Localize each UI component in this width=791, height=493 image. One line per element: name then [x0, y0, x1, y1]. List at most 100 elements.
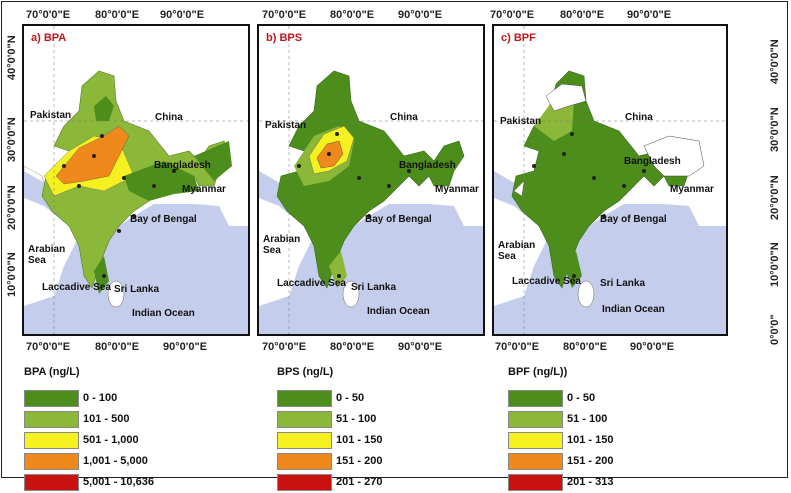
label-bay-of-bengal: Bay of Bengal: [365, 214, 432, 225]
lon-label-bottom: 80°0'0"E: [330, 341, 375, 353]
lon-label-bottom: 70°0'0"E: [495, 341, 540, 353]
legend-title: BPA (ng/L): [24, 366, 80, 378]
label-bangladesh: Bangladesh: [624, 156, 681, 167]
legend-item: 201 - 270: [277, 472, 382, 492]
legend-label: 0 - 50: [336, 392, 365, 404]
map-bpf: [494, 26, 726, 334]
legend-swatch: [24, 473, 79, 491]
lat-label-right: 40°0'0"N: [769, 39, 781, 84]
legend-title: BPS (ng/L): [277, 366, 334, 378]
lon-label-top: 70°0'0"E: [262, 9, 307, 21]
legend-label: 101 - 150: [567, 434, 614, 446]
legend-label: 201 - 270: [336, 476, 383, 488]
label-bangladesh: Bangladesh: [154, 160, 211, 171]
lon-label-top: 80°0'0"E: [95, 9, 140, 21]
lat-label-right: 30°0'0"N: [769, 107, 781, 152]
legend-label: 501 - 1,000: [83, 434, 139, 446]
map-panel-bpf: c) BPF Pakistan China Bangladesh Myanmar…: [492, 24, 728, 336]
map-panel-bps: b) BPS Pakistan China Bangladesh Myanmar…: [257, 24, 485, 336]
label-laccadive-sea: Laccadive Sea: [512, 276, 581, 287]
lon-label-bottom: 70°0'0"E: [26, 341, 71, 353]
legend-item: 501 - 1,000: [24, 430, 154, 450]
legend-item: 1,001 - 5,000: [24, 451, 154, 471]
lon-label-top: 90°0'0"E: [160, 9, 205, 21]
legend-item: 101 - 500: [24, 409, 154, 429]
legend-swatch: [277, 452, 332, 470]
lat-label-right: 20°0'0"N: [769, 175, 781, 220]
legend-bpf: BPF (ng/L)) 0 - 50 51 - 100 101 - 150 15…: [508, 366, 613, 493]
legend-item: 151 - 200: [508, 451, 613, 471]
lon-label-top: 90°0'0"E: [627, 9, 672, 21]
lon-label-top: 70°0'0"E: [490, 9, 535, 21]
label-sri-lanka: Sri Lanka: [600, 278, 646, 289]
legend-item: 5,001 - 10,636: [24, 472, 154, 492]
legend-swatch: [24, 410, 79, 428]
lon-label-bottom: 90°0'0"E: [163, 341, 208, 353]
label-arabian-sea: Arabian Sea: [263, 234, 301, 256]
legend-swatch: [508, 452, 563, 470]
lon-label-top: 80°0'0"E: [330, 9, 375, 21]
lon-label-bottom: 80°0'0"E: [95, 341, 140, 353]
label-sri-lanka: Sri Lanka: [351, 282, 397, 293]
map-bpa: [24, 26, 248, 334]
legend-swatch: [24, 452, 79, 470]
label-pakistan: Pakistan: [500, 116, 542, 127]
label-laccadive-sea: Laccadive Sea: [42, 282, 111, 293]
legend-swatch: [24, 431, 79, 449]
legend-swatch: [508, 410, 563, 428]
legend-label: 1,001 - 5,000: [83, 455, 148, 467]
legend-item: 0 - 50: [508, 388, 613, 408]
legend-label: 0 - 50: [567, 392, 596, 404]
legend-swatch: [508, 389, 563, 407]
legend-swatch: [277, 431, 332, 449]
label-bay-of-bengal: Bay of Bengal: [130, 214, 197, 225]
legend-bpa: BPA (ng/L) 0 - 100 101 - 500 501 - 1,000…: [24, 366, 154, 493]
legend-item: 0 - 50: [277, 388, 382, 408]
lat-label-left: 30°0'0"N: [6, 117, 18, 162]
legend-swatch: [277, 473, 332, 491]
lat-label-right: 10°0'0"N: [769, 242, 781, 287]
label-arabian-sea: Arabian Sea: [28, 244, 66, 266]
legend-label: 101 - 150: [336, 434, 383, 446]
legend-item: 101 - 150: [508, 430, 613, 450]
lat-label-left: 20°0'0"N: [6, 185, 18, 230]
legend-item: 51 - 100: [508, 409, 613, 429]
legend-item: 0 - 100: [24, 388, 154, 408]
lon-label-bottom: 70°0'0"E: [262, 341, 307, 353]
legend-title: BPF (ng/L)): [508, 366, 568, 378]
label-indian-ocean: Indian Ocean: [132, 308, 195, 319]
legend-swatch: [508, 431, 563, 449]
label-indian-ocean: Indian Ocean: [367, 306, 430, 317]
label-sri-lanka: Sri Lanka: [114, 284, 160, 295]
legend-label: 151 - 200: [567, 455, 614, 467]
lon-label-bottom: 90°0'0"E: [398, 341, 443, 353]
legend-item: 151 - 200: [277, 451, 382, 471]
label-china: China: [625, 112, 653, 123]
legend-bps: BPS (ng/L) 0 - 50 51 - 100 101 - 150 151…: [277, 366, 382, 493]
label-myanmar: Myanmar: [670, 184, 714, 195]
lat-label-right: 0°0'0": [769, 314, 781, 345]
panel-title: a) BPA: [29, 32, 69, 44]
legend-label: 51 - 100: [567, 413, 608, 425]
label-pakistan: Pakistan: [30, 110, 72, 121]
label-bangladesh: Bangladesh: [399, 160, 456, 171]
legend-label: 151 - 200: [336, 455, 383, 467]
lat-label-left: 10°0'0"N: [6, 252, 18, 297]
lon-label-bottom: 80°0'0"E: [563, 341, 608, 353]
label-laccadive-sea: Laccadive Sea: [277, 278, 346, 289]
panel-title: b) BPS: [264, 32, 305, 44]
label-myanmar: Myanmar: [435, 184, 479, 195]
legend-label: 0 - 100: [83, 392, 118, 404]
legend-label: 51 - 100: [336, 413, 377, 425]
legend-item: 201 - 313: [508, 472, 613, 492]
legend-swatch: [277, 389, 332, 407]
legend-item: 51 - 100: [277, 409, 382, 429]
map-bps: [259, 26, 483, 334]
label-china: China: [155, 112, 183, 123]
label-china: China: [390, 112, 418, 123]
lon-label-top: 70°0'0"E: [26, 9, 71, 21]
legend-label: 201 - 313: [567, 476, 614, 488]
label-pakistan: Pakistan: [265, 120, 307, 131]
lon-label-top: 90°0'0"E: [398, 9, 443, 21]
legend-label: 101 - 500: [83, 413, 130, 425]
